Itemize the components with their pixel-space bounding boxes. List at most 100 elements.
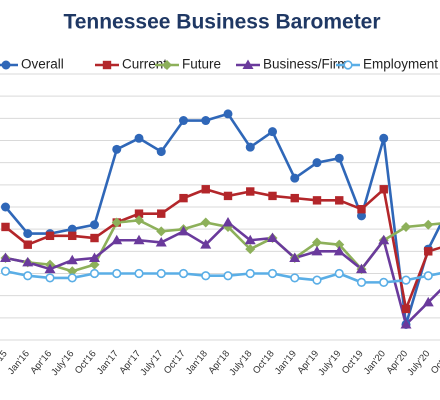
data-point [68,231,77,241]
data-point [133,234,145,245]
x-tick-label: Oct'20 [429,348,440,376]
data-point [23,229,33,239]
data-point [90,233,99,243]
data-point [134,268,144,279]
legend-label: Employment [363,57,438,72]
data-point [201,116,211,126]
data-point [111,234,123,245]
data-point [111,217,122,228]
data-point [356,263,367,274]
data-point [290,273,300,283]
data-point [268,127,277,137]
x-tick-label: Jan'19 [273,348,299,376]
data-point [134,215,144,226]
chart-title: Tennessee Business Barometer [63,11,380,34]
data-point [200,239,212,249]
legend-label: Business/Firm [263,57,349,72]
data-point [89,259,100,270]
data-point [156,147,166,157]
data-point [334,239,345,250]
data-point [422,296,434,307]
data-point [379,185,388,194]
data-point [245,268,255,279]
data-point [267,268,278,279]
data-point [401,275,411,285]
data-point [356,277,367,287]
data-point [200,217,211,228]
data-point [0,252,11,262]
data-point [423,271,433,281]
data-point [311,245,323,256]
data-point [267,232,278,243]
data-point [89,252,100,262]
data-point [45,231,55,241]
data-point [401,221,411,232]
legend-item: Business/Firm [236,57,349,72]
data-point [156,226,167,237]
data-point [245,142,255,152]
data-point [22,256,34,267]
x-tick-label: Jan'20 [362,348,388,376]
data-point [289,252,301,262]
x-tick-label: Jan'17 [95,348,121,376]
data-point [0,266,11,276]
data-point [245,244,256,255]
legend-item: Employment [336,57,438,72]
data-point [134,209,144,218]
data-point [290,173,300,183]
legend-item: Current [95,57,167,72]
data-point [424,247,433,256]
data-point [134,133,144,143]
legend-label: Current [122,57,167,72]
data-point [357,205,366,214]
data-point [23,271,33,281]
data-point [44,263,56,274]
data-point [67,273,77,283]
legend-label: Overall [21,57,64,72]
data-point [155,236,167,247]
data-point [23,240,32,249]
x-tick-label: Jan'16 [6,348,32,376]
data-point [222,217,234,227]
data-point [335,196,344,205]
data-point [179,116,188,126]
legend-marker [162,60,172,70]
data-point [67,266,78,277]
data-point [89,268,100,279]
x-tick-label: Oct'19 [340,348,366,376]
data-point [290,193,299,203]
x-tick-label: Oct'18 [251,348,277,376]
x-tick-label: Jan'18 [184,348,210,376]
data-point [157,209,166,218]
data-point [400,318,412,329]
data-point [156,268,166,279]
legend-marker [1,60,11,70]
data-point [223,109,233,119]
data-point [423,219,434,230]
legend-marker [102,60,112,70]
data-point [201,185,210,194]
data-point [45,273,55,283]
series-line [4,112,440,326]
data-point [268,191,277,201]
data-point [312,237,322,248]
x-tick-label: July'17 [138,348,165,378]
legend-label: Future [182,57,221,72]
data-point [223,271,233,281]
data-point [333,245,345,256]
data-point [312,158,322,168]
data-point [112,144,122,154]
data-point [66,254,78,265]
data-point [90,220,99,230]
data-point [334,268,344,279]
data-point [201,271,211,281]
data-point [334,153,344,163]
x-tick-label: Oct'16 [73,348,99,376]
data-point [1,222,10,232]
data-point [379,133,389,143]
data-point [178,225,189,236]
x-tick-label: July'18 [227,348,254,378]
data-point [178,268,189,279]
x-tick-label: Oct'17 [162,348,188,376]
